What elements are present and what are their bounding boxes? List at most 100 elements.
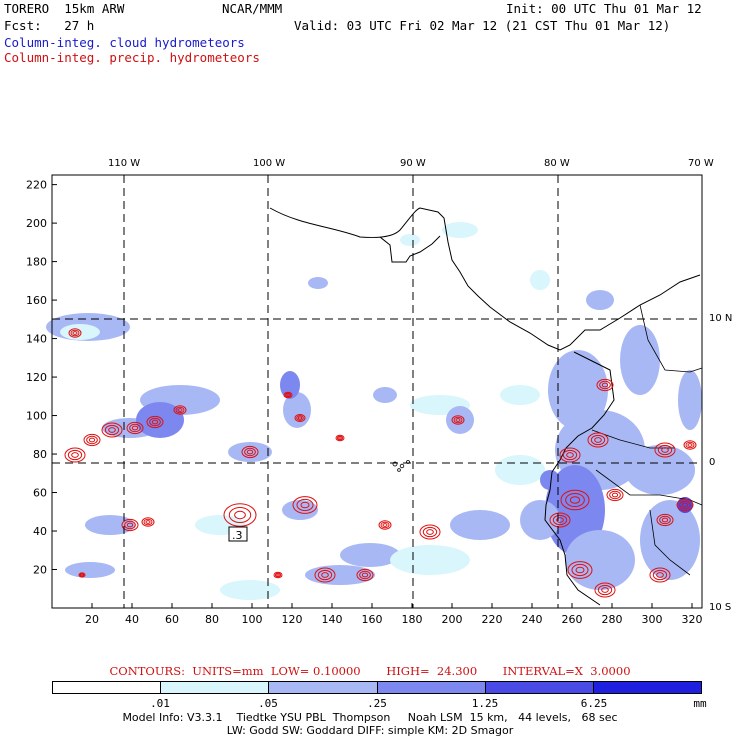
precip-contour: [177, 408, 183, 412]
precip-contour: [361, 572, 369, 578]
legend-label: 6.25: [580, 697, 608, 710]
precip-contour: [652, 569, 668, 581]
precip-contour: [597, 584, 613, 596]
legend-swatch: [269, 682, 378, 693]
galapagos-islands: [392, 460, 410, 472]
latlon-grid: [52, 175, 702, 608]
cloud-blob: [65, 562, 115, 578]
coastline-south: [544, 351, 615, 606]
lon-label-110w: 110 W: [108, 158, 141, 169]
cloud-blob: [450, 510, 510, 540]
precip-contour: [378, 520, 392, 530]
cloud-blob: [85, 515, 135, 535]
coastline-gulf: [379, 235, 441, 263]
precip-contour: [676, 498, 694, 512]
precip-contour: [124, 520, 136, 530]
cloud-blob: [530, 270, 550, 290]
precip-contour: [659, 515, 671, 525]
precip-contour: [241, 445, 259, 459]
precip-contour: [146, 415, 164, 429]
precip-contours: [64, 328, 697, 598]
precip-contour: [223, 503, 257, 527]
y-tick-label: 160: [26, 294, 47, 307]
precip-contour: [681, 502, 689, 508]
precip-contour: [422, 526, 438, 538]
valid-time: Valid: 03 UTC Fri 02 Mar 12 (21 CST Thu …: [294, 18, 671, 33]
y-tick-label: 200: [26, 217, 47, 230]
precip-contour: [86, 435, 98, 445]
x-tick-label: 280: [602, 613, 623, 626]
precip-contour: [596, 378, 614, 392]
x-tick-label: 120: [282, 613, 303, 626]
color-legend: [52, 681, 702, 694]
precip-contour: [587, 432, 609, 448]
cloud-blob: [442, 222, 478, 238]
cloud-blob: [308, 277, 328, 289]
lon-label-100w: 100 W: [253, 158, 286, 169]
lon-label-70w: 70 W: [688, 158, 714, 169]
precip-contour: [314, 567, 336, 583]
precip-contour: [601, 587, 609, 593]
field-cloud-title: Column-integ. cloud hydrometeors: [4, 35, 245, 50]
precip-contour: [292, 496, 318, 514]
precip-contour: [419, 524, 441, 540]
precip-contour: [453, 416, 463, 424]
precip-contour: [175, 406, 185, 414]
precip-contour: [70, 329, 80, 337]
cloud-blob: [228, 442, 272, 462]
x-tick-label: 40: [125, 613, 139, 626]
precip-contour: [649, 567, 671, 583]
axis-ticks: 20 40 60 80 100 120 140 160 180 200 220 240 260 280 30…: [26, 179, 703, 626]
coastline: [269, 207, 701, 351]
precip-contour: [126, 522, 134, 528]
precip-contour: [296, 498, 314, 512]
precip-contour: [560, 489, 590, 511]
precip-contour: [566, 452, 574, 458]
x-tick-label: 200: [442, 613, 463, 626]
precip-contour: [88, 437, 96, 443]
y-tick-label: 80: [33, 448, 47, 461]
lat-label-0: 0: [709, 457, 716, 468]
precip-contour: [121, 518, 139, 532]
precip-contour: [321, 572, 329, 578]
legend-swatch: [377, 682, 486, 693]
precip-contour: [656, 572, 664, 578]
precip-contour: [283, 391, 293, 399]
precip-contour: [317, 569, 333, 581]
precip-contour: [294, 414, 306, 422]
cloud-blob: [586, 290, 614, 310]
precip-contour: [68, 328, 82, 338]
x-tick-label: 220: [482, 613, 503, 626]
precip-contour: [273, 571, 283, 579]
precip-contour: [234, 510, 246, 520]
x-tick-label: 20: [85, 613, 99, 626]
model-info: Model Info: V3.3.1 Tiedtke YSU PBL Thomp…: [122, 711, 618, 724]
y-tick-label: 20: [33, 564, 47, 577]
x-tick-label: 320: [682, 613, 703, 626]
precip-contour: [71, 452, 79, 458]
precip-contour: [296, 415, 304, 421]
x-tick-label: 100: [242, 613, 263, 626]
precip-contour: [359, 570, 371, 580]
cloud-blob: [495, 455, 545, 485]
precip-contour: [382, 523, 388, 527]
precip-contour: [297, 416, 303, 420]
precip-contour: [571, 563, 589, 577]
cloud-blob: [677, 497, 693, 513]
cloud-blob: [520, 500, 560, 540]
precip-contour: [244, 447, 256, 457]
precip-contour: [590, 434, 606, 446]
cloud-blob: [400, 234, 420, 246]
contours-info: CONTOURS: UNITS=mm LOW= 0.10000 HIGH= 24…: [109, 664, 631, 678]
precip-contour: [685, 441, 695, 449]
precip-contour: [78, 572, 86, 578]
precip-contour: [64, 447, 86, 463]
precip-contour: [426, 529, 434, 535]
precip-contour: [143, 518, 153, 526]
cloud-blob: [340, 543, 400, 567]
x-tick-label: 60: [165, 613, 179, 626]
precip-contour: [556, 517, 564, 523]
precip-contour: [654, 442, 676, 458]
precip-contour: [451, 415, 465, 425]
